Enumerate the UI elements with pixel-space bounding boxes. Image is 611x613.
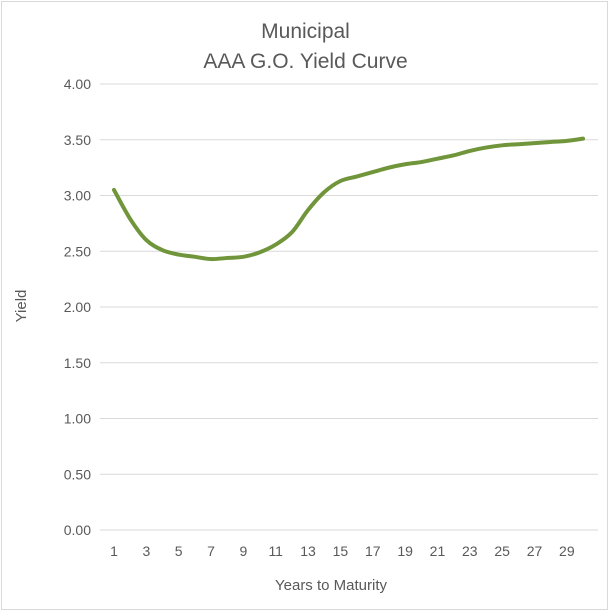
gridlines: [100, 83, 598, 531]
data-point: [177, 253, 181, 257]
x-tick-label: 19: [397, 543, 413, 559]
series-layer: [112, 136, 585, 262]
data-point: [322, 190, 326, 194]
y-tick-label: 0.00: [64, 522, 91, 538]
data-point: [144, 238, 148, 242]
data-point: [371, 170, 375, 174]
x-tick-label: 29: [559, 543, 575, 559]
data-point: [387, 166, 391, 170]
data-point: [112, 188, 116, 192]
y-axis-ticks: 0.00 0.50 1.00 1.50 2.00 2.50 3.00 3.50 4.00: [64, 76, 91, 538]
data-point: [549, 140, 553, 144]
data-point: [274, 243, 278, 247]
y-tick-label: 4.00: [64, 76, 91, 92]
data-point: [306, 208, 310, 212]
chart-title-line-2: AAA G.O. Yield Curve: [203, 50, 408, 73]
data-point: [452, 153, 456, 157]
data-point: [419, 160, 423, 164]
y-tick-label: 3.00: [64, 188, 91, 204]
x-tick-label: 7: [207, 543, 215, 559]
data-point: [225, 256, 229, 260]
x-tick-label: 21: [430, 543, 446, 559]
data-point: [516, 142, 520, 146]
x-tick-label: 1: [110, 543, 118, 559]
x-tick-label: 9: [239, 543, 247, 559]
data-point: [290, 230, 294, 234]
x-tick-label: 5: [175, 543, 183, 559]
x-tick-label: 17: [365, 543, 381, 559]
data-point: [532, 141, 536, 145]
y-tick-label: 2.50: [64, 243, 91, 259]
x-tick-label: 25: [494, 543, 510, 559]
data-point: [355, 175, 359, 179]
x-tick-label: 3: [142, 543, 150, 559]
data-point: [403, 162, 407, 166]
y-tick-label: 1.50: [64, 355, 91, 371]
x-tick-label: 23: [462, 543, 478, 559]
data-point: [241, 255, 245, 259]
data-point: [565, 139, 569, 143]
x-tick-label: 27: [527, 543, 543, 559]
data-point: [581, 137, 585, 141]
y-tick-label: 2.00: [64, 299, 91, 315]
data-point: [435, 157, 439, 161]
x-tick-label: 13: [300, 543, 316, 559]
data-point: [193, 255, 197, 259]
data-point: [209, 257, 213, 261]
data-point: [338, 179, 342, 183]
data-point: [468, 149, 472, 153]
chart-title-line-1: Municipal: [261, 20, 350, 43]
data-point: [500, 143, 504, 147]
y-tick-label: 0.50: [64, 466, 91, 482]
data-point: [161, 248, 165, 252]
x-tick-label: 15: [333, 543, 349, 559]
x-axis-ticks: 1 3 5 7 9 11 13 15 17 19 21 23 25 27 29: [110, 543, 575, 559]
y-tick-label: 1.00: [64, 411, 91, 427]
series-line: [112, 136, 585, 262]
data-point: [258, 250, 262, 254]
data-point: [484, 146, 488, 150]
data-point: [128, 217, 132, 221]
x-tick-label: 11: [268, 543, 283, 559]
x-axis-label: Years to Maturity: [275, 577, 387, 594]
y-tick-label: 3.50: [64, 132, 91, 148]
y-axis-label: Yield: [13, 290, 30, 323]
